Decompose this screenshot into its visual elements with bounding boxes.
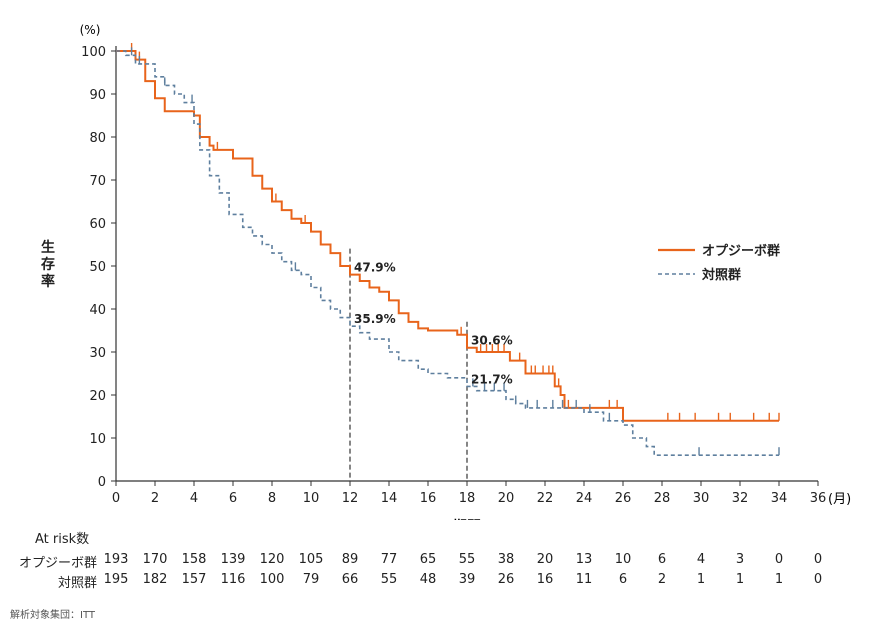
at-risk-row: 対照群 195 182 157 116 100 79 66 55 48 39 26 16 11 6 2 1 1 1 0	[0, 572, 870, 592]
at-risk-cell: 193	[103, 552, 129, 567]
x-tick-label: 8	[268, 491, 276, 506]
at-risk-cell: 79	[302, 572, 320, 587]
at-risk-cell: 170	[142, 552, 168, 567]
axes: 0 2 4 6 8 10 12 14 16 18 20 22 24 26 28 30 32 34 360102030…	[41, 45, 826, 506]
y-tick-label: 70	[89, 174, 106, 189]
at-risk-cell: 100	[259, 572, 285, 587]
at-risk-cell: 158	[181, 552, 207, 567]
at-risk-row: オプジーボ群 193 170 158 139 120 105 89 77 65 55 38 20 13 10…	[0, 552, 870, 572]
x-tick-label: 2	[151, 491, 159, 506]
at-risk-cell: 4	[696, 552, 706, 567]
x-tick-label: 28	[654, 491, 671, 506]
y-tick-label: 10	[89, 432, 106, 447]
at-risk-cell: 120	[259, 552, 285, 567]
value-annotation: 35.9%	[354, 312, 396, 326]
x-tick-label: 18	[459, 491, 476, 506]
y-unit-label: (%)	[80, 23, 101, 37]
at-risk-cell: 2	[657, 572, 667, 587]
x-tick-label: 22	[537, 491, 554, 506]
x-tick-label: 30	[693, 491, 710, 506]
at-risk-cell: 39	[458, 572, 476, 587]
at-risk-cell: 55	[458, 552, 476, 567]
at-risk-cell: 48	[419, 572, 437, 587]
at-risk-cell: 20	[536, 552, 554, 567]
value-annotation: 30.6%	[471, 334, 513, 348]
x-tick-label: 0	[112, 491, 120, 506]
y-tick-label: 30	[89, 346, 106, 361]
at-risk-cell: 1	[774, 572, 784, 587]
at-risk-cell: 77	[380, 552, 398, 567]
at-risk-cell: 0	[813, 572, 823, 587]
x-unit-label: (月)	[828, 492, 851, 507]
x-tick-label: 4	[190, 491, 198, 506]
y-tick-label: 0	[98, 475, 106, 490]
at-risk-group-label: オプジーボ群	[18, 556, 97, 571]
at-risk-cell: 89	[341, 552, 359, 567]
at-risk-cell: 10	[614, 552, 632, 567]
y-tick-label: 100	[81, 45, 106, 60]
x-tick-label: 34	[771, 491, 788, 506]
survival-curves	[116, 43, 780, 456]
x-tick-label: 12	[342, 491, 359, 506]
at-risk-cell: 16	[536, 572, 554, 587]
at-risk-cell: 0	[774, 552, 784, 567]
reference-lines	[349, 248, 468, 481]
series-line-0	[116, 50, 779, 422]
at-risk-cell: 26	[497, 572, 515, 587]
y-tick-label: 60	[89, 217, 106, 232]
footnote: 解析対象集団：ITT	[10, 610, 95, 621]
at-risk-cell: 65	[419, 552, 437, 567]
x-tick-label: 20	[498, 491, 515, 506]
x-tick-label: 32	[732, 491, 749, 506]
at-risk-cell: 182	[142, 572, 168, 587]
x-tick-label: 14	[381, 491, 398, 506]
at-risk-cell: 55	[380, 572, 398, 587]
value-annotation: 21.7%	[471, 372, 513, 386]
km-survival-chart: 0 2 4 6 8 10 12 14 16 18 20 22 24 26 28 30 32 34 360102030…	[41, 23, 851, 520]
at-risk-cell: 66	[341, 572, 359, 587]
y-tick-label: 40	[89, 303, 106, 318]
at-risk-cell: 6	[618, 572, 628, 587]
at-risk-cell: 13	[575, 552, 593, 567]
at-risk-cell: 105	[298, 552, 324, 567]
x-tick-label: 26	[615, 491, 632, 506]
x-axis-title: 期間	[453, 519, 481, 520]
value-annotation: 47.9%	[354, 261, 396, 275]
annotations: 47.9% 35.9% 30.6% 21.7%	[354, 261, 513, 387]
x-tick-label: 24	[576, 491, 593, 506]
x-tick-label: 6	[229, 491, 237, 506]
series-line-1	[116, 50, 779, 456]
y-tick-label: 50	[89, 260, 106, 275]
y-axis-title: 生存率	[41, 239, 55, 290]
x-tick-label: 16	[420, 491, 437, 506]
at-risk-cell: 157	[181, 572, 207, 587]
at-risk-cell: 1	[696, 572, 706, 587]
at-risk-cell: 6	[657, 552, 667, 567]
legend-label-1: 対照群	[701, 267, 741, 283]
x-tick-label: 36	[810, 491, 827, 506]
y-tick-label: 20	[89, 389, 106, 404]
y-tick-label: 90	[89, 88, 106, 103]
legend-label-0: オプジーボ群	[702, 243, 780, 259]
at-risk-cell: 139	[220, 552, 246, 567]
at-risk-cell: 116	[220, 572, 246, 587]
at-risk-title: At risk数	[35, 532, 90, 547]
at-risk-cell: 11	[575, 572, 593, 587]
at-risk-group-label: 対照群	[57, 576, 97, 591]
at-risk-cell: 0	[813, 552, 823, 567]
at-risk-cell: 3	[735, 552, 745, 567]
y-tick-label: 80	[89, 131, 106, 146]
at-risk-cell: 38	[497, 552, 515, 567]
at-risk-cell: 1	[735, 572, 745, 587]
x-tick-label: 10	[303, 491, 320, 506]
at-risk-cell: 195	[103, 572, 129, 587]
